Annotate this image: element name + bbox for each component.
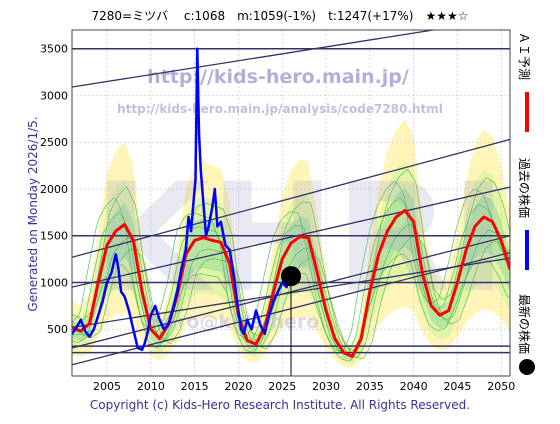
x-tick-label: 2050 bbox=[487, 380, 515, 393]
x-tick-label: 2005 bbox=[93, 380, 121, 393]
watermark-mail: hero@kids-hero bbox=[151, 311, 320, 333]
plot-area: KHRI http://kids-hero.main.jp/ http://ki… bbox=[72, 30, 510, 376]
legend-label-latest-price: 最新の株価 bbox=[517, 294, 532, 354]
y-tick-label: 3000 bbox=[40, 89, 68, 102]
y-tick-label: 2500 bbox=[40, 136, 68, 149]
current-price-marker-group bbox=[281, 266, 301, 376]
current-price-marker bbox=[281, 266, 301, 287]
watermark-url-main: http://kids-hero.main.jp/ bbox=[147, 66, 409, 88]
trend-line bbox=[72, 186, 510, 288]
forecast-line bbox=[72, 209, 510, 358]
forecast-ensemble-line bbox=[72, 197, 510, 355]
chart-title: 7280=ミツバ c:1068 m:1059(-1%) t:1247(+17%)… bbox=[92, 9, 469, 23]
x-tick-label: 2025 bbox=[268, 380, 296, 393]
x-tick-label: 2035 bbox=[356, 380, 384, 393]
trend-line bbox=[72, 30, 438, 88]
x-tick-label: 2010 bbox=[137, 380, 165, 393]
y-tick-label: 3500 bbox=[40, 43, 68, 56]
y-axis-ticks: 500 1000 1500 2000 2500 3000 3500 bbox=[40, 43, 68, 337]
y-tick-label: 1000 bbox=[40, 276, 68, 289]
generated-date-label: Generated on Monday 2026/1/5. bbox=[26, 116, 40, 311]
legend: ＡＩ予測 過去の株価 最新の株価 bbox=[517, 32, 535, 375]
x-axis-ticks: 2005 2010 2015 2020 2025 2030 2035 2040 2045 2050 bbox=[93, 380, 515, 393]
x-tick-label: 2030 bbox=[312, 380, 340, 393]
y-tick-label: 1500 bbox=[40, 230, 68, 243]
x-tick-label: 2040 bbox=[400, 380, 428, 393]
legend-swatch-latest-price bbox=[519, 359, 535, 375]
x-tick-label: 2015 bbox=[181, 380, 209, 393]
forecast-ensemble-line bbox=[72, 181, 510, 353]
x-tick-label: 2020 bbox=[224, 380, 252, 393]
watermark-brand: KHRI bbox=[93, 152, 506, 326]
legend-item-forecast: ＡＩ予測 bbox=[517, 32, 531, 132]
x-tick-label: 2045 bbox=[443, 380, 471, 393]
legend-item-latest-price: 最新の株価 bbox=[517, 294, 535, 375]
watermark-url-analysis: http://kids-hero.main.jp/analysis/code72… bbox=[117, 102, 443, 116]
legend-label-past-price: 過去の株価 bbox=[517, 158, 532, 218]
data-series bbox=[72, 47, 510, 358]
legend-item-past-price: 過去の株価 bbox=[517, 158, 532, 270]
copyright-footer: Copyright (c) Kids-Hero Research Institu… bbox=[90, 398, 470, 412]
plot-frame bbox=[71, 29, 511, 377]
y-tick-label: 500 bbox=[47, 323, 68, 336]
y-tick-label: 2000 bbox=[40, 183, 68, 196]
trend-line bbox=[72, 138, 510, 258]
forecast-ensemble-line bbox=[72, 169, 510, 352]
watermark-layer: KHRI http://kids-hero.main.jp/ http://ki… bbox=[93, 66, 506, 333]
legend-label-forecast: ＡＩ予測 bbox=[517, 32, 531, 80]
past-price-line bbox=[72, 47, 293, 352]
